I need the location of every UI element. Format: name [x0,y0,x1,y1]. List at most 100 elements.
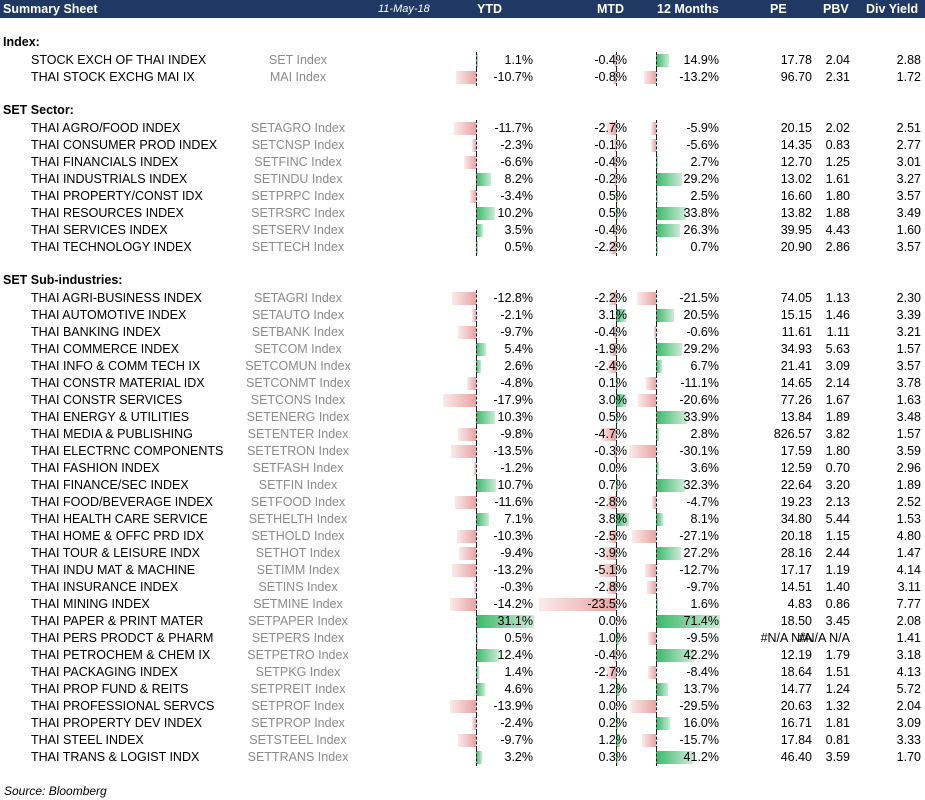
mtd-axis-line [616,137,617,154]
index-name: THAI AGRO/FOOD INDEX [31,121,181,135]
mtd-value: -0.4% [594,325,627,339]
pbv-value: 3.45 [825,614,850,628]
mtd-axis-line [616,290,617,307]
table-row: THAI PETROCHEM & CHEM IX SETPETRO Index 12… [0,647,925,664]
m12-value: 3.6% [690,461,720,475]
ytd-value: 2.6% [504,359,534,373]
mtd-bar [616,190,618,203]
m12-bar [647,632,657,645]
m12-value: -15.7% [679,733,719,747]
mtd-value: 0.7% [598,478,628,492]
mtd-axis-line [616,579,617,596]
m12-axis-line [656,307,657,324]
div-yield-value: 2.96 [896,461,921,475]
m12-bar [636,292,656,305]
mtd-bar [616,513,629,526]
mtd-axis-line [616,698,617,715]
mtd-value: 0.2% [598,716,628,730]
pbv-value: 3.20 [825,478,850,492]
div-yield-value: 2.08 [896,614,921,628]
ytd-value: -9.7% [500,325,533,339]
div-yield-value: 4.13 [896,665,921,679]
ytd-bar [469,190,476,203]
m12-value: -30.1% [679,444,719,458]
ticker: SETIMM Index [256,563,340,577]
ticker: SETRSRC Index [251,206,345,220]
table-row: THAI FOOD/BEVERAGE INDEX SETFOOD Index -11… [0,494,925,511]
mtd-value: -2.4% [594,359,627,373]
div-yield-value: 3.33 [896,733,921,747]
m12-bar [656,411,687,424]
pe-value: 17.84 [780,733,812,747]
mtd-value: -0.4% [594,648,627,662]
mtd-axis-line [616,613,617,630]
ytd-value: 10.2% [497,206,533,220]
ytd-bar [471,717,476,730]
mtd-bar [607,530,617,543]
pe-value: 34.80 [780,512,812,526]
ytd-value: -13.5% [493,444,533,458]
pbv-value: 1.88 [825,206,850,220]
div-yield-value: 3.48 [896,410,921,424]
mtd-bar [616,479,619,492]
pbv-value: 0.81 [825,733,850,747]
table-row: THAI MINING INDEX SETMINE Index -14.2% -23.… [0,596,925,613]
ytd-bar [472,309,476,322]
pe-value: 39.95 [780,223,812,237]
ytd-axis-line [476,426,477,443]
ytd-bar [454,122,476,135]
ytd-value: -10.7% [493,70,533,84]
ticker: SETPKG Index [255,665,341,679]
m12-bar [656,156,659,169]
div-yield-value: 2.51 [896,121,921,135]
mtd-axis-line [616,664,617,681]
ytd-bar [474,581,476,594]
ticker: SETSTEEL Index [249,733,347,747]
ytd-bar [471,139,476,152]
mtd-bar [616,717,618,730]
table-row: THAI AGRI-BUSINESS INDEX SETAGRI Index -12… [0,290,925,307]
ytd-value: 0.5% [504,240,534,254]
div-yield-value: 1.57 [896,342,921,356]
m12-value: -21.5% [679,291,719,305]
index-name: THAI TRANS & LOGIST INDX [31,750,200,764]
div-yield-value: 1.72 [896,70,921,84]
index-name: THAI PROFESSIONAL SERVCS [31,699,215,713]
mtd-value: 0.1% [598,376,628,390]
m12-bar [656,751,694,764]
index-name: THAI FINANCIALS INDEX [31,155,179,169]
m12-axis-line [656,460,657,477]
mtd-bar [616,734,620,747]
ytd-bar [476,411,496,424]
pe-value: 17.17 [780,563,812,577]
div-yield-value: 1.63 [896,393,921,407]
pe-value: 13.02 [780,172,812,186]
index-name: THAI PAPER & PRINT MATER [31,614,204,628]
index-name: THAI FASHION INDEX [31,461,160,475]
table-row: THAI MEDIA & PUBLISHING SETENTER Index -9.… [0,426,925,443]
mtd-bar [616,394,626,407]
ytd-axis-line [476,698,477,715]
ytd-bar [449,598,476,611]
mtd-axis-line [616,528,617,545]
index-name: THAI INSURANCE INDEX [31,580,179,594]
table-row: THAI PROP FUND & REITS SETPREIT Index 4.6%… [0,681,925,698]
table-row: THAI TECHNOLOGY INDEX SETTECH Index 0.5% -2… [0,239,925,256]
m12-value: -13.2% [679,70,719,84]
section-title-index: Index: [3,35,40,49]
ytd-bar [458,326,476,339]
m12-value: 33.9% [683,410,719,424]
ytd-axis-line [476,222,477,239]
ticker: SETPAPER Index [248,614,348,628]
m12-bar [656,649,694,662]
m12-bar [644,71,656,84]
pbv-value: 0.83 [825,138,850,152]
index-name: THAI PROPERTY DEV INDEX [31,716,203,730]
m12-value: 14.9% [683,53,719,67]
table-row: STOCK EXCH OF THAI INDEX SET Index 1.1% -0.… [0,52,925,69]
pe-value: 16.71 [780,716,812,730]
index-name: THAI PROPERTY/CONST IDX [31,189,203,203]
mtd-value: -4.7% [594,427,627,441]
ytd-value: 0.5% [504,631,534,645]
mtd-bar [616,632,620,645]
